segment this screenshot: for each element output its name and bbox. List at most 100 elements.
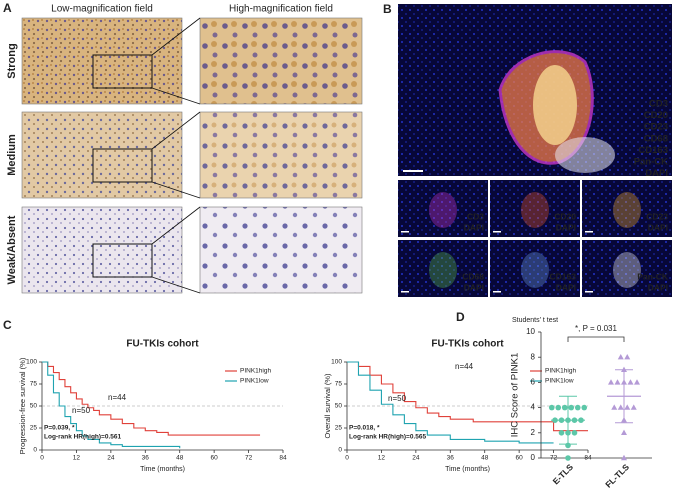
x-tick-label: 48 <box>176 455 184 462</box>
x-tick-label: 24 <box>107 455 115 462</box>
survival-curve <box>347 361 554 444</box>
tile-counterstain: DAPI <box>556 222 576 232</box>
significance-label: *, P = 0.031 <box>575 324 617 333</box>
y-tick-label: 0 <box>33 447 37 454</box>
tile-marker: CD20 <box>554 211 576 221</box>
zoom-line <box>151 181 201 199</box>
tile-counterstain: DAPI <box>556 282 576 292</box>
marker-signal <box>429 252 457 288</box>
fluorescence-tile <box>582 240 672 297</box>
zoom-line <box>151 111 201 150</box>
marker-legend: CD68 <box>644 133 668 144</box>
x-tick-label: 0 <box>40 455 44 462</box>
annotation: P=0.039, * <box>44 425 75 432</box>
tile-marker: CD3 <box>467 211 484 221</box>
tile-marker: Pan-CK <box>637 271 669 281</box>
data-point <box>548 404 555 411</box>
panel-label: C <box>3 318 12 332</box>
annotation: P=0.018, * <box>349 425 380 432</box>
zoom-line <box>151 17 201 56</box>
column-header: High-magnification field <box>229 4 333 15</box>
tile-counterstain: DAPI <box>464 222 484 232</box>
y-axis-label: Progression-free survival (%) <box>18 357 27 454</box>
x-tick-label: FL-TLS <box>603 462 631 490</box>
x-tick-label: 12 <box>378 455 386 462</box>
data-point <box>561 404 568 411</box>
column-header: Low-magnification field <box>51 4 153 15</box>
fluorescence-tile <box>490 180 580 237</box>
y-tick-label: 75 <box>335 381 343 388</box>
marker-signal <box>613 252 641 288</box>
panck-region <box>555 137 615 173</box>
legend-label: PINK1high <box>545 368 576 375</box>
data-point <box>571 430 578 436</box>
high-mag-image <box>199 17 363 105</box>
x-axis-label: Time (months) <box>140 466 185 473</box>
tile-marker: CD163 <box>550 271 577 281</box>
x-tick-label: E-TLS <box>551 462 576 487</box>
data-point <box>608 379 614 385</box>
chart-title: FU-TKIs cohort <box>431 339 504 350</box>
data-point <box>621 454 627 461</box>
marker-legend: CD163 <box>638 145 668 156</box>
x-tick-label: 36 <box>142 455 150 462</box>
data-point <box>565 455 571 461</box>
y-tick-label: 25 <box>30 425 38 432</box>
y-axis-label: IHC Score of PINK1 <box>510 353 521 437</box>
y-tick-label: 10 <box>526 327 535 336</box>
figure-layer: A Low-magnification field High-magnificati… <box>3 1 672 490</box>
high-mag-image <box>199 111 363 199</box>
annotation: Log-rank HR(high)=0.565 <box>349 434 426 441</box>
x-tick-label: 84 <box>279 455 287 462</box>
scale-bar <box>585 231 593 233</box>
tile-counterstain: DAPI <box>464 282 484 292</box>
legend-label: PINK1low <box>545 378 574 385</box>
fluorescence-tile <box>582 180 672 237</box>
y-tick-label: 4 <box>531 403 536 412</box>
scale-bar <box>585 291 593 293</box>
row-label: Weak/Absent <box>6 215 18 284</box>
scale-bar <box>403 170 423 172</box>
marker-legend: DAPI <box>645 168 668 179</box>
x-tick-label: 36 <box>447 455 455 462</box>
inset-box <box>92 148 153 183</box>
x-axis-label: Time (months) <box>445 466 490 473</box>
x-tick-label: 12 <box>73 455 81 462</box>
data-point <box>617 404 624 410</box>
significance-bracket <box>567 336 625 342</box>
inset-box <box>92 54 153 89</box>
survival-curve <box>42 361 181 449</box>
y-axis-label: Overall survival (%) <box>323 373 332 439</box>
y-tick-label: 0 <box>531 453 536 462</box>
annotation: n=44 <box>455 362 474 371</box>
marker-legend: Pan-CK <box>634 157 668 168</box>
data-point <box>627 379 634 385</box>
annotation: Log-rank HR(high)=0.561 <box>44 434 121 441</box>
marker-signal <box>613 192 641 228</box>
fluorescence-tile <box>398 240 488 297</box>
scale-bar <box>493 291 501 293</box>
marker-signal <box>521 252 549 288</box>
marker-legend: CD23 <box>644 122 668 133</box>
annotation: n=50 <box>388 394 407 403</box>
fluorescence-tile <box>490 240 580 297</box>
marker-legend: CD20 <box>644 110 668 121</box>
y-tick-label: 25 <box>335 425 343 432</box>
data-point <box>568 404 575 411</box>
data-point <box>555 404 562 411</box>
row-label: Strong <box>6 43 18 78</box>
tile-counterstain: DAPI <box>648 282 668 292</box>
data-point <box>617 354 624 360</box>
x-tick-label: 0 <box>345 455 349 462</box>
y-tick-label: 8 <box>531 352 536 361</box>
data-point <box>630 404 637 410</box>
x-tick-label: 48 <box>481 455 489 462</box>
panel-label: A <box>3 1 12 15</box>
inset-box <box>92 243 153 278</box>
zoom-line <box>151 276 201 294</box>
high-mag-image <box>199 206 363 294</box>
tls-core <box>533 65 577 145</box>
scale-bar <box>493 231 501 233</box>
x-tick-label: 60 <box>516 455 524 462</box>
